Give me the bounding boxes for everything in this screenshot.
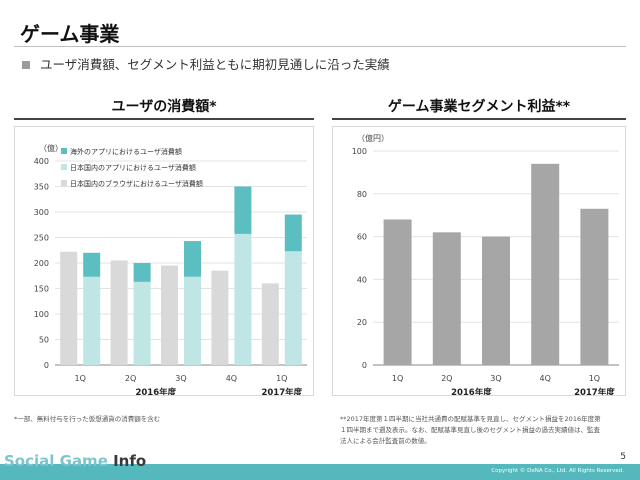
segment-profit-bar bbox=[580, 208, 609, 365]
right-footnote-line1: **2017年度第１四半期に当社共通費の配賦基準を見直し、セグメント損益を201… bbox=[340, 415, 601, 423]
browser-spending-bar bbox=[60, 251, 78, 365]
segment-profit-bar bbox=[482, 236, 510, 365]
overseas-app-spending-bar bbox=[83, 252, 101, 277]
browser-spending-bar bbox=[110, 260, 128, 365]
right-chart-frame: 0 20 40 60 80 100 （億円） 1Q 2Q 3Q 4Q 1Q 2016年度 2017年度 bbox=[332, 126, 626, 398]
watermark-part1: Social Game bbox=[4, 452, 114, 470]
right-y-tick-label: 40 bbox=[357, 275, 367, 284]
overseas-app-spending-bar bbox=[133, 263, 151, 282]
legend-swatch bbox=[61, 180, 67, 186]
page-number: 5 bbox=[620, 452, 626, 462]
left-y-tick-label: 50 bbox=[39, 336, 49, 345]
domestic-app-spending-bar bbox=[133, 281, 151, 365]
overseas-app-spending-bar bbox=[284, 214, 302, 252]
right-title-rule bbox=[332, 118, 626, 120]
segment-profit-bar bbox=[432, 232, 461, 365]
right-x-tick-label: 1Q bbox=[589, 374, 600, 383]
watermark-part2: Info bbox=[113, 452, 147, 470]
right-y-tick-label: 100 bbox=[352, 147, 367, 156]
summary-bullet: ユーザ消費額、セグメント利益ともに期初見通しに沿った実績 bbox=[22, 54, 390, 73]
right-y-tick-label: 80 bbox=[357, 190, 367, 199]
right-period-label: 2017年度 bbox=[574, 387, 615, 395]
overseas-app-spending-bar bbox=[184, 241, 201, 277]
domestic-app-spending-bar bbox=[234, 233, 252, 365]
copyright-text: Copyright © DeNA Co., Ltd. All Rights Re… bbox=[491, 468, 624, 474]
segment-profit-bar bbox=[383, 219, 412, 365]
right-y-tick-label: 20 bbox=[357, 318, 367, 327]
right-x-tick-label: 3Q bbox=[490, 374, 501, 383]
left-x-tick-label: 4Q bbox=[226, 374, 237, 383]
right-x-tick-label: 2Q bbox=[441, 374, 452, 383]
browser-spending-bar bbox=[261, 283, 279, 365]
left-y-axis-label: （億） bbox=[39, 143, 63, 153]
domestic-app-spending-bar bbox=[83, 276, 101, 365]
domestic-app-spending-bar bbox=[284, 251, 302, 365]
title-divider bbox=[14, 46, 626, 47]
left-title-rule bbox=[14, 118, 314, 120]
right-x-tick-label: 4Q bbox=[540, 374, 551, 383]
left-chart-frame: 0 50 100 150 200 250 300 350 400 （億） 1Q 2Q 3Q 4Q 1Q 201… bbox=[14, 126, 314, 398]
watermark-logo: Social Game Info bbox=[4, 452, 146, 470]
right-y-axis-label: （億円） bbox=[357, 133, 389, 143]
right-y-tick-label: 0 bbox=[362, 361, 367, 370]
browser-spending-bar bbox=[161, 265, 178, 365]
segment-profit-bar bbox=[531, 163, 560, 365]
legend-label: 日本国内のブラウザにおけるユーザ消費額 bbox=[70, 179, 203, 188]
square-bullet-icon bbox=[22, 60, 30, 69]
summary-text: ユーザ消費額、セグメント利益ともに期初見通しに沿った実績 bbox=[40, 57, 390, 72]
left-y-tick-label: 150 bbox=[34, 285, 49, 294]
right-footnote: **2017年度第１四半期に当社共通費の配賦基準を見直し、セグメント損益を201… bbox=[340, 414, 630, 447]
page-title: ゲーム事業 bbox=[20, 22, 120, 46]
left-x-tick-label: 3Q bbox=[175, 374, 186, 383]
left-footnote: *一部、無料付与を行った仮想通貨の消費額を含む bbox=[14, 415, 161, 423]
user-spending-chart: 0 50 100 150 200 250 300 350 400 （億） 1Q 2Q 3Q 4Q 1Q 201… bbox=[34, 143, 307, 398]
left-period-label: 2016年度 bbox=[135, 387, 176, 395]
right-y-tick-label: 60 bbox=[357, 233, 367, 242]
segment-profit-chart: 0 20 40 60 80 100 （億円） 1Q 2Q 3Q 4Q 1Q 2016年度 2017年度 bbox=[352, 133, 619, 398]
left-y-tick-label: 350 bbox=[34, 183, 49, 192]
left-x-tick-label: 2Q bbox=[125, 374, 136, 383]
left-y-tick-label: 200 bbox=[34, 259, 49, 268]
domestic-app-spending-bar bbox=[184, 276, 201, 365]
left-x-tick-label: 1Q bbox=[75, 374, 86, 383]
right-x-tick-label: 1Q bbox=[392, 374, 403, 383]
left-y-tick-label: 300 bbox=[34, 208, 49, 217]
legend-swatch bbox=[61, 164, 67, 170]
left-chart-title: ユーザの消費額* bbox=[111, 99, 217, 115]
left-x-tick-label: 1Q bbox=[276, 374, 287, 383]
left-y-tick-label: 400 bbox=[34, 157, 49, 166]
right-footnote-line2: １四半期まで遡及表示。なお、配賦基準見直し後のセグメント損益の過去実績値は、監査 bbox=[340, 426, 600, 434]
left-y-tick-label: 100 bbox=[34, 310, 49, 319]
browser-spending-bar bbox=[211, 270, 229, 365]
legend-label: 海外のアプリにおけるユーザ消費額 bbox=[70, 147, 182, 156]
right-chart-title: ゲーム事業セグメント利益** bbox=[387, 99, 571, 115]
footer-bar bbox=[0, 464, 640, 480]
right-period-label: 2016年度 bbox=[451, 387, 492, 395]
left-period-label: 2017年度 bbox=[261, 387, 302, 395]
overseas-app-spending-bar bbox=[234, 186, 252, 234]
right-footnote-line3: 法人による会計監査前の数値。 bbox=[340, 437, 431, 445]
legend-label: 日本国内のアプリにおけるユーザ消費額 bbox=[70, 163, 196, 172]
left-y-tick-label: 0 bbox=[44, 361, 49, 370]
legend-swatch bbox=[61, 148, 67, 154]
left-y-tick-label: 250 bbox=[34, 234, 49, 243]
